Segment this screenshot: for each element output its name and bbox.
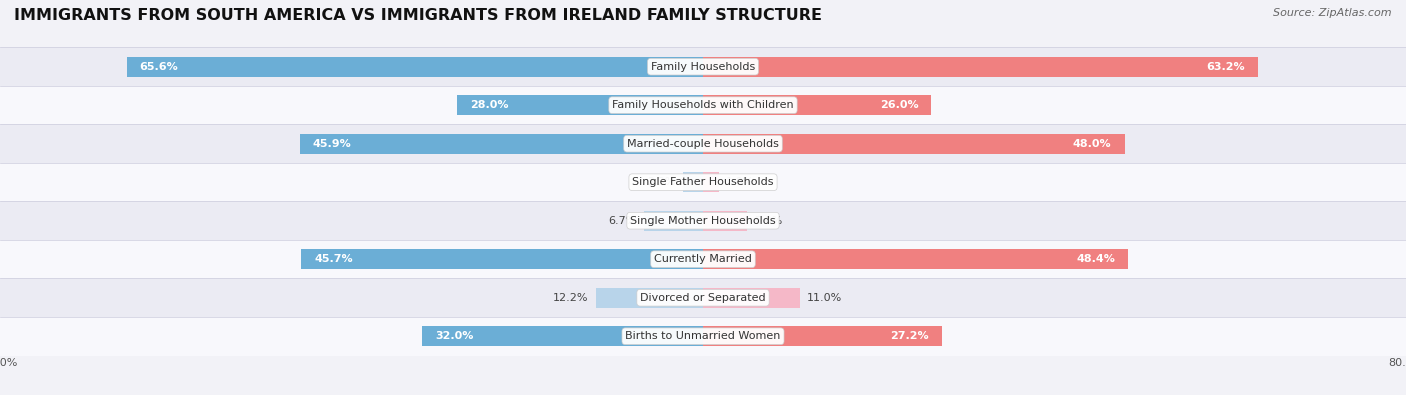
Bar <box>0 240 1406 278</box>
Text: 11.0%: 11.0% <box>807 293 842 303</box>
Text: Family Households: Family Households <box>651 62 755 71</box>
Text: Single Mother Households: Single Mother Households <box>630 216 776 226</box>
Bar <box>0 278 1406 317</box>
Text: 5.0%: 5.0% <box>754 216 782 226</box>
Text: Married-couple Households: Married-couple Households <box>627 139 779 149</box>
Bar <box>127 56 703 77</box>
Bar <box>596 288 703 308</box>
Text: Divorced or Separated: Divorced or Separated <box>640 293 766 303</box>
Bar <box>703 249 1129 269</box>
Text: Births to Unmarried Women: Births to Unmarried Women <box>626 331 780 341</box>
Bar <box>0 124 1406 163</box>
Text: 2.3%: 2.3% <box>647 177 676 187</box>
Bar <box>299 134 703 154</box>
Text: 48.0%: 48.0% <box>1073 139 1112 149</box>
Bar <box>457 95 703 115</box>
Text: Source: ZipAtlas.com: Source: ZipAtlas.com <box>1274 8 1392 18</box>
Bar <box>644 211 703 231</box>
Bar <box>703 288 800 308</box>
Text: IMMIGRANTS FROM SOUTH AMERICA VS IMMIGRANTS FROM IRELAND FAMILY STRUCTURE: IMMIGRANTS FROM SOUTH AMERICA VS IMMIGRA… <box>14 8 823 23</box>
Text: 6.7%: 6.7% <box>609 216 637 226</box>
Bar <box>703 56 1258 77</box>
Text: 27.2%: 27.2% <box>890 331 929 341</box>
Text: 48.4%: 48.4% <box>1076 254 1115 264</box>
Text: Currently Married: Currently Married <box>654 254 752 264</box>
Text: 63.2%: 63.2% <box>1206 62 1246 71</box>
Text: 65.6%: 65.6% <box>139 62 179 71</box>
Text: 1.8%: 1.8% <box>725 177 754 187</box>
Bar <box>703 326 942 346</box>
Text: 28.0%: 28.0% <box>470 100 509 110</box>
Bar <box>683 172 703 192</box>
Bar <box>0 86 1406 124</box>
Bar <box>0 201 1406 240</box>
Bar <box>703 134 1125 154</box>
Bar <box>703 95 932 115</box>
Text: 45.9%: 45.9% <box>314 139 352 149</box>
Bar <box>0 47 1406 86</box>
Text: Single Father Households: Single Father Households <box>633 177 773 187</box>
Text: Family Households with Children: Family Households with Children <box>612 100 794 110</box>
Bar <box>703 172 718 192</box>
Bar <box>422 326 703 346</box>
Text: 45.7%: 45.7% <box>315 254 353 264</box>
Bar <box>703 211 747 231</box>
Text: 26.0%: 26.0% <box>880 100 918 110</box>
Bar <box>301 249 703 269</box>
Text: 12.2%: 12.2% <box>554 293 589 303</box>
Bar <box>0 163 1406 201</box>
Text: 32.0%: 32.0% <box>434 331 474 341</box>
Bar <box>0 317 1406 356</box>
